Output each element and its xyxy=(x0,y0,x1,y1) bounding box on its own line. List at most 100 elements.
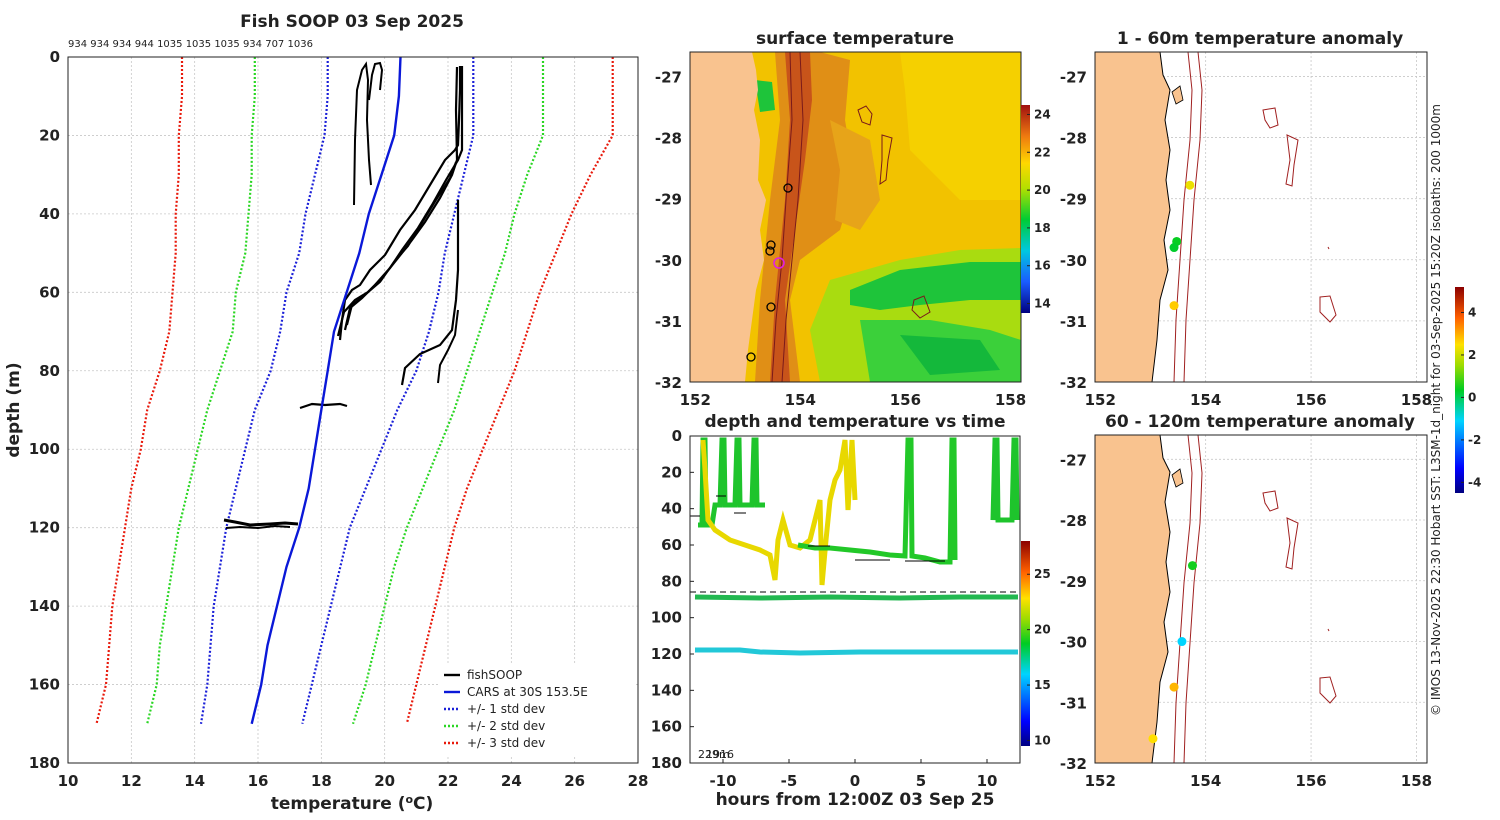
seamount-outline xyxy=(1285,134,1299,187)
legend-label: fishSOOP xyxy=(467,668,522,682)
std-line xyxy=(301,57,475,725)
profile-xtick: 20 xyxy=(374,772,395,790)
std-line xyxy=(405,57,614,725)
map-ytick: -27 xyxy=(1060,451,1087,469)
time-ytick: 20 xyxy=(661,463,682,481)
profile-xtick: 12 xyxy=(121,772,142,790)
time-xticks: -10 -5 0 5 10 xyxy=(709,759,997,790)
fishsoop-trace xyxy=(299,402,348,410)
land xyxy=(1095,52,1171,382)
anom-deep-title: 60 - 120m temperature anomaly xyxy=(1105,412,1415,432)
colorbar-tick-label: 24 xyxy=(1034,107,1051,121)
map-ytick: -29 xyxy=(1060,573,1087,591)
anom-deep-axes-box xyxy=(1094,434,1428,764)
time-ytick: 40 xyxy=(661,500,682,518)
seamount-outline xyxy=(1262,490,1279,512)
anomaly-point xyxy=(1148,734,1158,744)
time-xlabel: hours from 12:00Z 03 Sep 25 xyxy=(716,790,995,810)
sst-title: surface temperature xyxy=(756,29,954,49)
time-ytick: 100 xyxy=(651,609,682,627)
map-ytick: -30 xyxy=(1060,252,1087,270)
sst-profile-marker xyxy=(783,183,793,193)
map-xtick: 156 xyxy=(1295,391,1326,409)
anom-shallow-yticks: -27 -28 -29 -30 -31 -32 xyxy=(1060,68,1087,392)
map-xtick: 152 xyxy=(1085,772,1116,790)
profile-panel: Fish SOOP 03 Sep 2025 934 934 934 944 10… xyxy=(4,12,648,814)
seamount-dot xyxy=(1327,246,1330,250)
fishsoop-trace xyxy=(353,61,372,206)
map-xtick: 158 xyxy=(1401,772,1432,790)
std-line xyxy=(95,57,184,725)
isobath-1000 xyxy=(1183,52,1203,382)
track-green-late xyxy=(990,437,1020,523)
track-green-mid xyxy=(797,437,958,565)
colorbar-tick-label: 4 xyxy=(1468,305,1476,319)
sst-xticks: 152 154 156 158 xyxy=(680,391,1027,409)
seamount-outline xyxy=(879,134,893,185)
land xyxy=(690,52,766,382)
profile-legend: fishSOOP CARS at 30S 153.5E +/- 1 std de… xyxy=(440,665,636,757)
profile-grid xyxy=(67,56,639,764)
colorbar-tick-label: 15 xyxy=(1034,678,1051,692)
anom-deep-map-area xyxy=(1095,435,1337,763)
island xyxy=(1171,468,1184,488)
profile-xtick: 24 xyxy=(501,772,522,790)
anom-shallow-xticks: 152 154 156 158 xyxy=(1085,391,1433,409)
sst-green-band xyxy=(850,262,1021,310)
sst-colorbar-ticks: 24 22 20 18 16 14 xyxy=(1027,107,1051,311)
profile-xtick: 18 xyxy=(311,772,332,790)
time-xtick: 5 xyxy=(916,772,926,790)
fishsoop-trace xyxy=(223,518,299,527)
map-ytick: -27 xyxy=(1060,68,1087,86)
isobath-200 xyxy=(1173,52,1193,382)
profile-xtick: 14 xyxy=(184,772,205,790)
sst-map-panel: surface temperature 152 154 1 xyxy=(655,29,1051,409)
fishsoop-trace xyxy=(368,61,384,101)
sst-warm-patch xyxy=(830,120,880,230)
map-xtick: 154 xyxy=(1190,772,1221,790)
anomaly-point xyxy=(1187,561,1197,571)
time-xtick: 0 xyxy=(850,772,860,790)
colorbar-tick-label: -2 xyxy=(1468,433,1481,447)
cars-profile-line xyxy=(250,56,402,725)
profile-ytick: 80 xyxy=(39,362,60,380)
colorbar-tick-label: 25 xyxy=(1034,567,1051,581)
anom-deep-yticks: -27 -28 -29 -30 -31 -32 xyxy=(1060,451,1087,773)
map-xtick: 152 xyxy=(1085,391,1116,409)
time-corner-label: 229m xyxy=(698,748,730,761)
legend-label: +/- 3 std dev xyxy=(467,736,545,750)
isobath-200 xyxy=(1173,435,1193,763)
map-xtick: 154 xyxy=(785,391,816,409)
map-xtick: 156 xyxy=(890,391,921,409)
anom-shallow-axes-box xyxy=(1094,51,1428,383)
profile-xtick: 16 xyxy=(248,772,269,790)
seamount-outline xyxy=(911,295,931,319)
profile-xtick: 10 xyxy=(58,772,79,790)
map-ytick: -29 xyxy=(1060,191,1087,209)
time-xtick: -5 xyxy=(781,772,798,790)
fishsoop-trace xyxy=(225,524,291,530)
time-colorbar-ticks: 25 20 15 10 xyxy=(1027,567,1051,747)
time-ytick: 80 xyxy=(661,572,682,590)
profile-xtick: 28 xyxy=(628,772,649,790)
anomaly-colorbar xyxy=(1455,287,1464,493)
map-xtick: 158 xyxy=(1401,391,1432,409)
colorbar-tick-label: 14 xyxy=(1034,297,1051,311)
map-ytick: -29 xyxy=(655,191,682,209)
legend-label: CARS at 30S 153.5E xyxy=(467,685,588,699)
profile-ytick: 140 xyxy=(29,597,60,615)
legend-box xyxy=(440,665,636,757)
map-ytick: -30 xyxy=(655,252,682,270)
seamount-outline xyxy=(1319,676,1337,704)
map-ytick: -31 xyxy=(1060,694,1087,712)
legend-label: +/- 1 std dev xyxy=(467,702,545,716)
time-ytick: 160 xyxy=(651,718,682,736)
time-plot-area xyxy=(690,437,1020,656)
side-note: © IMOS 13-Nov-2025 22:30 Hobart SST: L3S… xyxy=(1429,104,1443,716)
sst-profile-marker xyxy=(765,246,775,256)
anomaly-point xyxy=(1185,180,1195,190)
legend-label: +/- 2 std dev xyxy=(467,719,545,733)
colorbar-tick-label: 2 xyxy=(1468,348,1476,362)
profile-ytick: 40 xyxy=(39,205,60,223)
anom-deep-panel: 60 - 120m temperature anomaly 152 154 156 1… xyxy=(1060,287,1481,790)
